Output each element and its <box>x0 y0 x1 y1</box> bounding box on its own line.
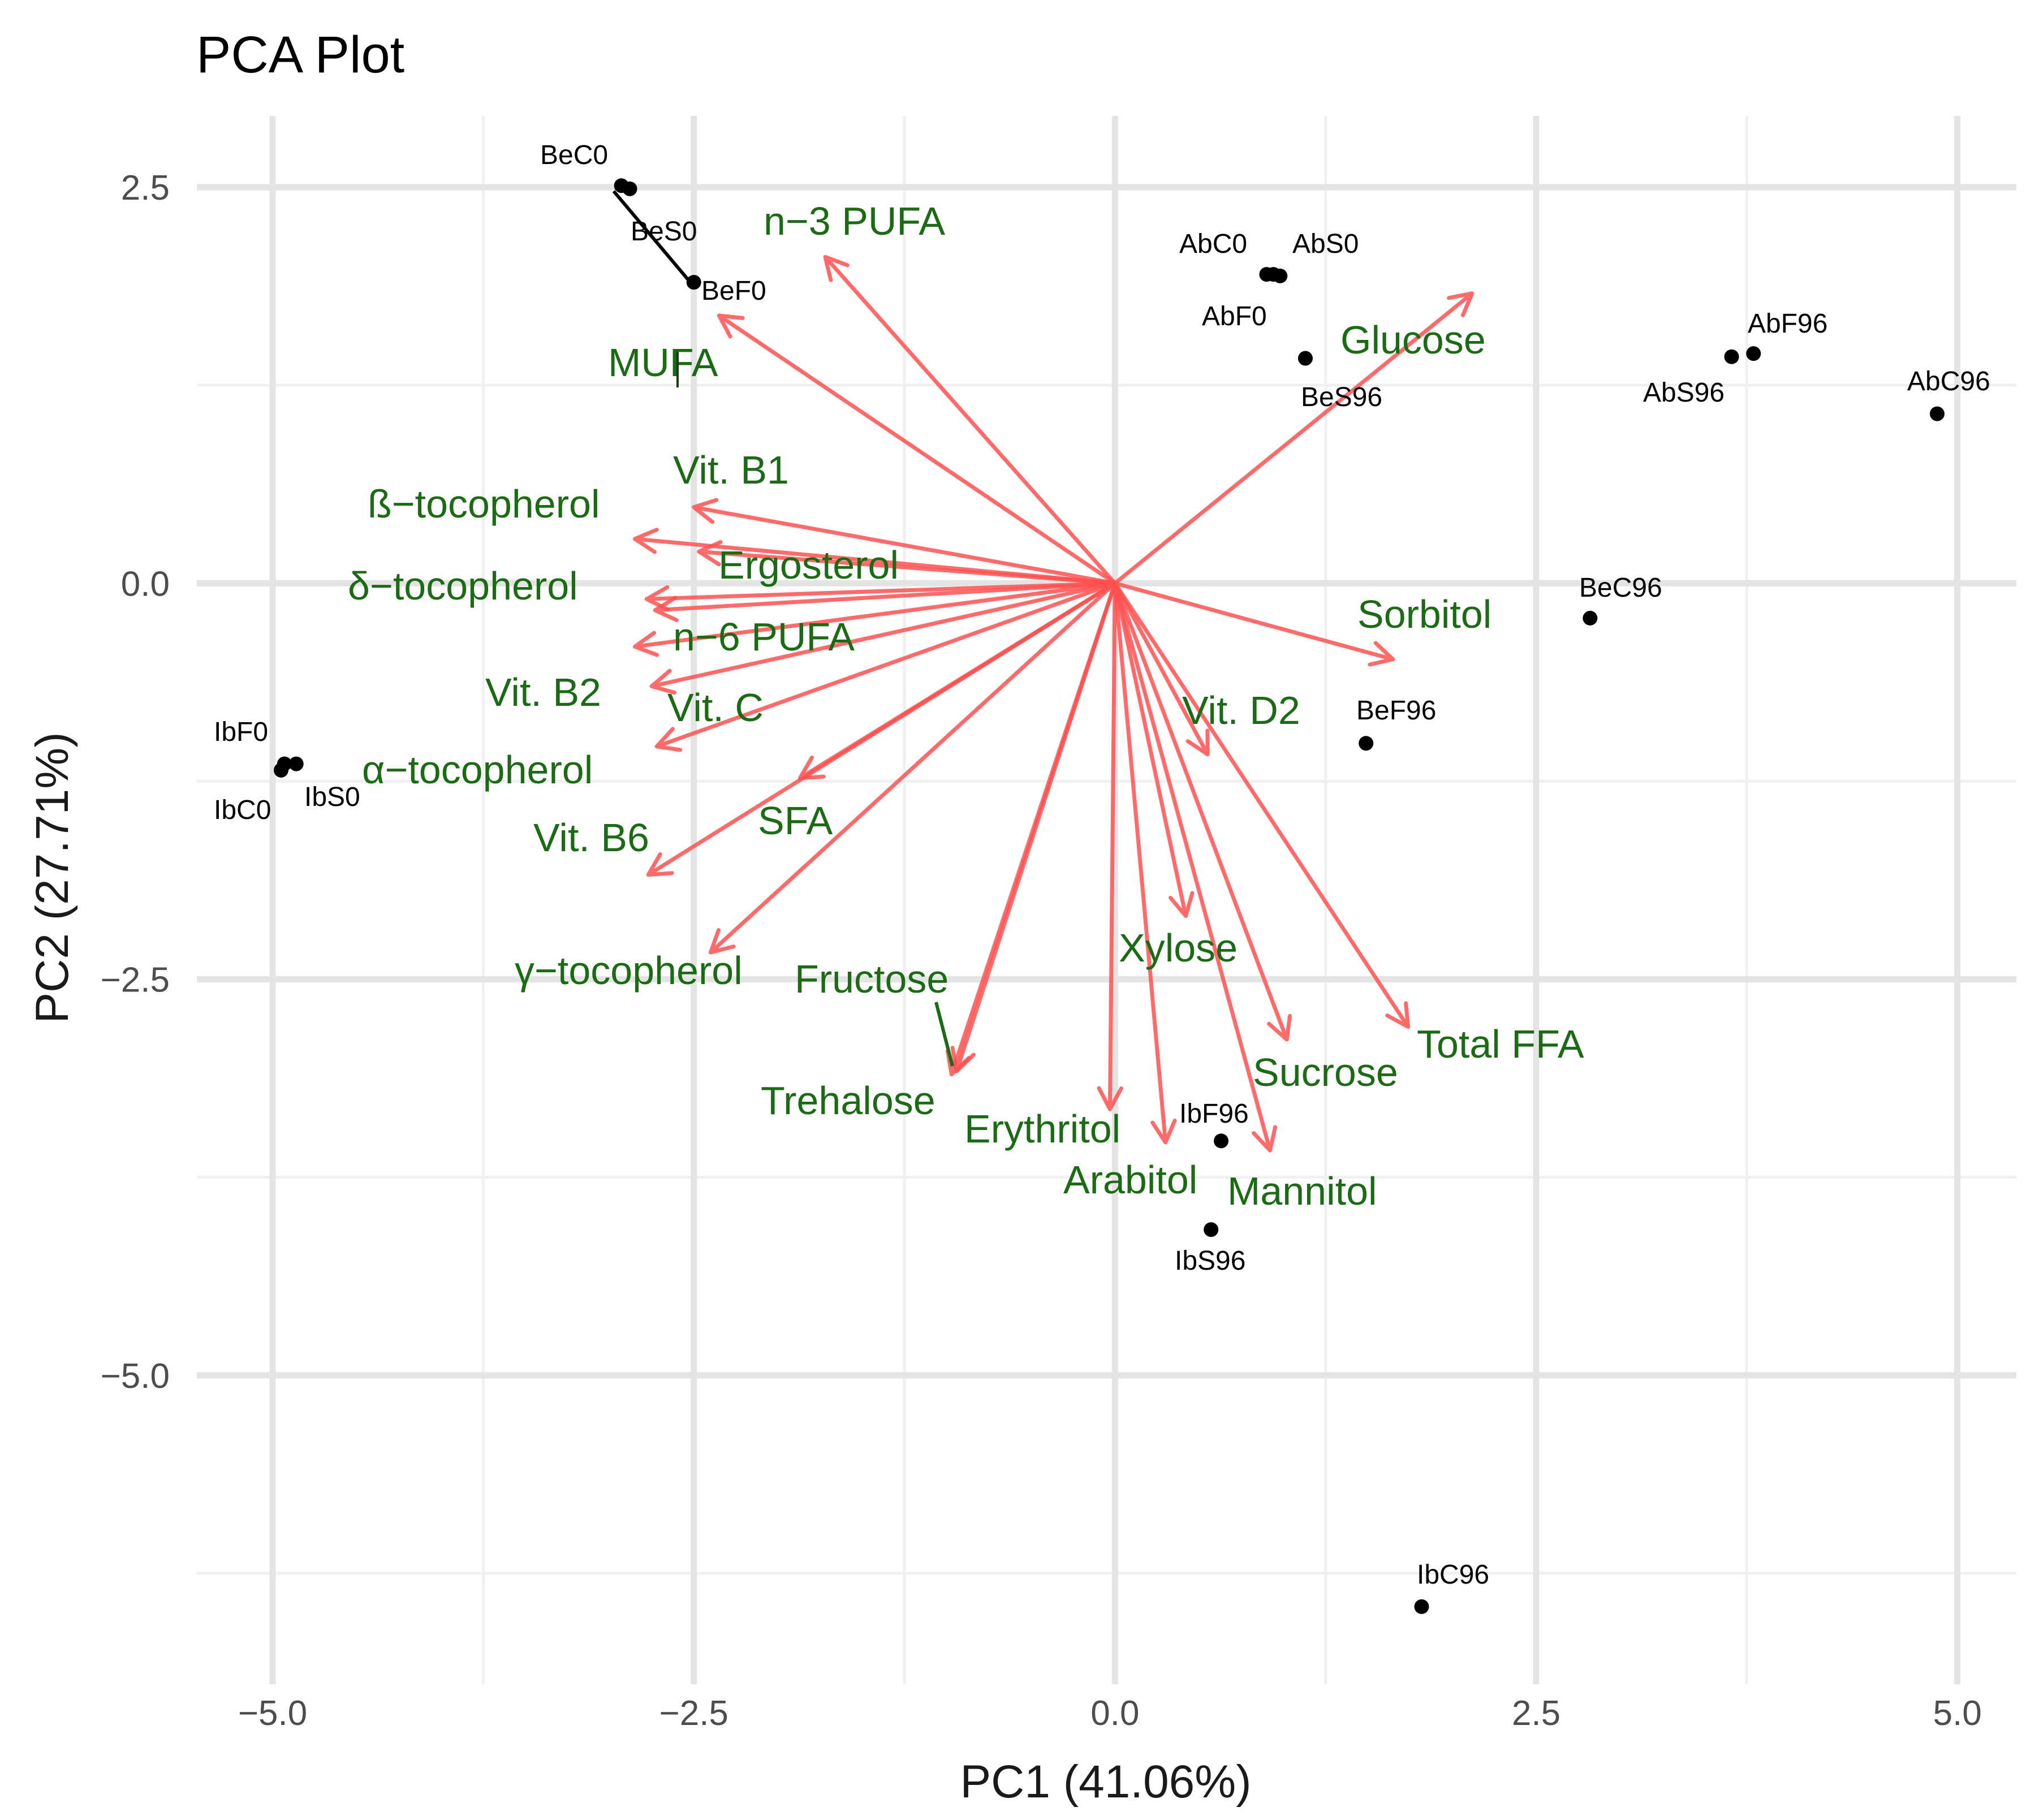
x-tick-label: 5.0 <box>1933 1694 1982 1733</box>
loading-label-vit-b1: Vit. B1 <box>673 448 789 492</box>
point-bef96 <box>1359 736 1374 751</box>
point-label-ibs96: IbS96 <box>1175 1246 1245 1276</box>
loading-label-n-6-pufa: n−6 PUFA <box>673 615 855 659</box>
point-label-abc96: AbC96 <box>1907 366 1990 396</box>
point-abc96 <box>1930 406 1945 421</box>
loading-label-glucose: Glucose <box>1340 318 1486 362</box>
point-label-bec96: BeC96 <box>1579 573 1662 603</box>
point-bec96 <box>1583 610 1598 626</box>
loading-label-tocopherol: α−tocopherol <box>362 748 593 792</box>
loading-arrow-vit-c <box>649 581 1117 695</box>
loading-arrow-erythritol <box>1097 581 1124 1111</box>
point-label-bef0: BeF0 <box>701 276 766 306</box>
point-ibs96 <box>1204 1222 1219 1237</box>
x-tick-label: −2.5 <box>659 1694 728 1733</box>
point-label-abs0: AbS0 <box>1292 229 1359 259</box>
x-axis-ticks: −5.0 −2.5 0.0 2.5 5.0 <box>238 1694 1982 1733</box>
x-axis-title: PC1 (41.06%) <box>960 1756 1251 1808</box>
chart-title: PCA Plot <box>196 26 404 84</box>
loading-arrow-vit-b6 <box>646 581 1117 877</box>
loading-label-erythritol: Erythritol <box>964 1107 1120 1151</box>
loading-label-ergosterol: Ergosterol <box>718 543 899 587</box>
point-ibs0 <box>288 756 304 771</box>
point-label-ibs0: IbS0 <box>304 782 360 812</box>
loading-label-mannitol: Mannitol <box>1227 1169 1377 1213</box>
bec0-label-connector <box>612 190 696 288</box>
loading-arrows <box>632 255 1474 1153</box>
loading-arrow-mannitol <box>1113 581 1278 1153</box>
loading-label-xylose: Xylose <box>1119 926 1238 970</box>
loading-arrow-trehalose <box>945 581 1117 1077</box>
point-label-bes0: BeS0 <box>631 217 697 247</box>
loading-arrow-sucrose <box>1113 581 1292 1042</box>
y-axis-ticks: 2.5 0.0 −2.5 −5.0 <box>101 169 170 1396</box>
y-axis-title: PC2 (27.71%) <box>27 732 78 1023</box>
loading-arrow-total-ffa <box>1113 581 1411 1029</box>
point-label-bef96: BeF96 <box>1356 696 1436 726</box>
loading-arrow-tocopherol <box>654 581 1117 752</box>
loading-labels: n−3 PUFA MUFA Glucose Vit. B1 ß−tocopherol Er… <box>348 199 1584 1213</box>
loading-label-sucrose: Sucrose <box>1253 1050 1398 1094</box>
point-label-ibf0: IbF0 <box>214 717 268 747</box>
loading-arrow-vit-d2 <box>1113 581 1210 757</box>
point-ibc0 <box>273 762 288 778</box>
point-label-bes96: BeS96 <box>1301 382 1382 412</box>
point-label-ibc96: IbC96 <box>1417 1560 1489 1590</box>
loading-arrow-n-3-pufa <box>823 255 1117 585</box>
y-tick-label: 0.0 <box>121 564 170 603</box>
loading-arrow-vit-b1 <box>692 498 1117 585</box>
point-bes96 <box>1297 351 1313 366</box>
point-label-abc0: AbC0 <box>1179 229 1247 259</box>
sample-points <box>273 178 1945 1614</box>
loading-label-vit-d2: Vit. D2 <box>1182 688 1300 732</box>
point-ibc96 <box>1414 1599 1429 1614</box>
point-label-abs96: AbS96 <box>1643 378 1724 408</box>
loading-arrow-sorbitol <box>1113 581 1395 667</box>
y-tick-label: −2.5 <box>101 961 170 1000</box>
loading-arrow-mufa <box>717 313 1117 585</box>
loading-label-vit-c: Vit. C <box>667 685 764 730</box>
point-abf0 <box>1266 267 1281 282</box>
point-abs96 <box>1724 349 1739 364</box>
loading-label-tocopherol: ß−tocopherol <box>368 482 600 526</box>
loading-arrow-arabitol <box>1113 581 1177 1145</box>
loading-label-tocopherol: δ−tocopherol <box>348 564 578 608</box>
loading-arrow-vit-b2 <box>632 581 1117 657</box>
loading-arrow-xylose <box>1113 581 1195 918</box>
x-tick-label: 0.0 <box>1090 1694 1139 1733</box>
loading-arrow-ergosterol <box>697 540 1117 585</box>
point-label-ibc0: IbC0 <box>214 795 271 825</box>
loading-label-sorbitol: Sorbitol <box>1357 592 1491 636</box>
loading-label-mufa: MUFA <box>608 340 718 385</box>
loading-label-vit-b6: Vit. B6 <box>533 816 649 860</box>
loading-arrow-n-6-pufa <box>653 581 1117 622</box>
loading-label-fructose: Fructose <box>795 957 948 1001</box>
point-ibf96 <box>1214 1133 1229 1149</box>
point-label-abf0: AbF0 <box>1202 301 1267 331</box>
x-tick-label: −5.0 <box>238 1694 307 1733</box>
loading-label-arabitol: Arabitol <box>1063 1158 1197 1202</box>
loading-label-vit-b2: Vit. B2 <box>485 670 601 714</box>
loading-label-sfa: SFA <box>758 799 833 843</box>
loading-label-total-ffa: Total FFA <box>1417 1022 1584 1066</box>
point-label-ibf96: IbF96 <box>1179 1099 1249 1129</box>
grid-lines <box>197 116 2016 1684</box>
loading-arrow-glucose <box>1113 291 1474 585</box>
point-abf96 <box>1746 346 1761 361</box>
x-tick-label: 2.5 <box>1512 1694 1560 1733</box>
y-tick-label: −5.0 <box>101 1357 170 1396</box>
point-bes0 <box>622 181 637 196</box>
loading-label-trehalose: Trehalose <box>761 1079 935 1123</box>
point-label-abf96: AbF96 <box>1748 309 1827 339</box>
point-bef0 <box>686 275 701 290</box>
loading-label-tocopherol: γ−tocopherol <box>515 948 743 993</box>
loading-arrow-tocopherol <box>709 581 1117 955</box>
fructose-label-connector <box>934 1002 954 1067</box>
point-label-bec0: BeC0 <box>540 140 608 170</box>
y-tick-label: 2.5 <box>121 169 170 208</box>
loading-label-n-3-pufa: n−3 PUFA <box>764 199 945 243</box>
